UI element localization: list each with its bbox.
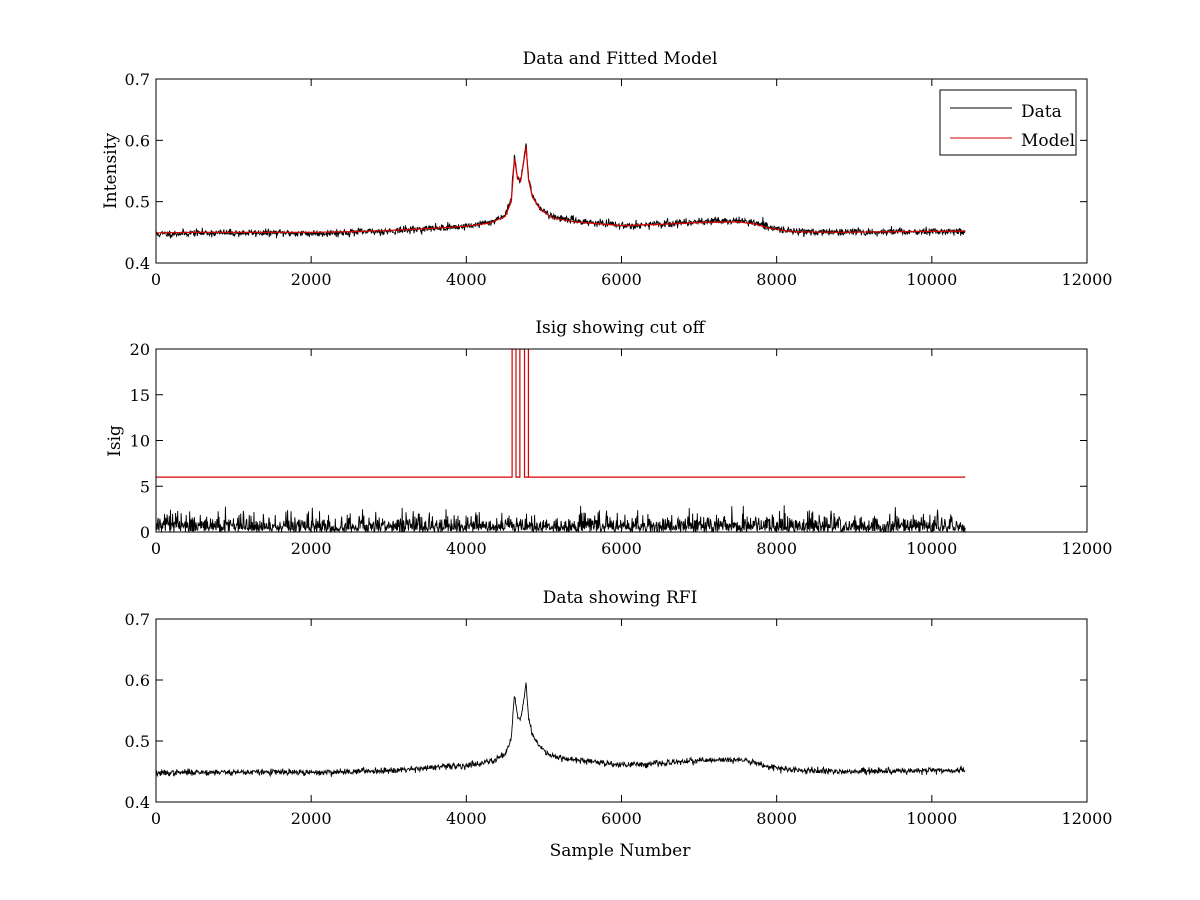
panel1-legend: Data Model bbox=[939, 89, 1077, 156]
panel2-ytick-label: 5 bbox=[140, 477, 150, 496]
panel2-xtick-label: 12000 bbox=[1062, 539, 1113, 558]
panel2-xtick-label: 10000 bbox=[906, 539, 957, 558]
panel-data-showing-rfi: Data showing RFI Sample Number 0 2000 4000… bbox=[125, 588, 1113, 861]
panel3-series-group bbox=[156, 682, 966, 778]
panel2-xtick-label: 0 bbox=[151, 539, 161, 558]
panel2-series-isig bbox=[156, 505, 966, 532]
panel1-xtick-label: 4000 bbox=[446, 270, 487, 289]
panel3-plot-area: 0 2000 4000 6000 8000 10000 12000 0.4 0.5 0.6 0.7 bbox=[125, 610, 1113, 828]
panel-data-and-fitted-model: Data and Fitted Model Intensity 0 2000 400… bbox=[101, 49, 1112, 289]
panel2-ytick-label: 0 bbox=[140, 523, 150, 542]
panel3-xtick-label: 6000 bbox=[601, 809, 642, 828]
panel3-ytick-label: 0.6 bbox=[125, 671, 150, 690]
panel1-series-data bbox=[156, 143, 966, 239]
panel3-xtick-label: 12000 bbox=[1062, 809, 1113, 828]
panel2-title: Isig showing cut off bbox=[535, 318, 706, 338]
panel3-xtick-label: 2000 bbox=[291, 809, 332, 828]
panel1-plot-area: 0 2000 4000 6000 8000 10000 12000 0.4 0.5 0.6 0.7 bbox=[125, 70, 1113, 289]
panel2-plot-area: 0 2000 4000 6000 8000 10000 12000 0 5 10 15 20 bbox=[130, 340, 1113, 558]
panel1-xtick-label: 12000 bbox=[1062, 270, 1113, 289]
panel2-series-group bbox=[156, 349, 966, 532]
panel2-xtick-label: 2000 bbox=[291, 539, 332, 558]
panel1-xtick-label: 6000 bbox=[601, 270, 642, 289]
panel3-ytick-label: 0.7 bbox=[125, 610, 150, 629]
panel3-xtick-label: 8000 bbox=[756, 809, 797, 828]
panel3-xtick-label: 10000 bbox=[906, 809, 957, 828]
panel2-ytick-label: 15 bbox=[130, 386, 150, 405]
panel1-ylabel: Intensity bbox=[101, 133, 121, 209]
panel1-title: Data and Fitted Model bbox=[523, 49, 718, 69]
panel3-axes-background bbox=[156, 619, 1087, 802]
panel2-xtick-label: 8000 bbox=[756, 539, 797, 558]
panel1-ytick-label: 0.5 bbox=[125, 193, 150, 212]
panel1-ytick-label: 0.7 bbox=[125, 70, 150, 89]
panel3-xtick-label: 0 bbox=[151, 809, 161, 828]
panel3-series-data bbox=[156, 682, 966, 778]
panel1-xtick-label: 10000 bbox=[906, 270, 957, 289]
legend-data-label: Data bbox=[1021, 102, 1062, 122]
panel2-ylabel: Isig bbox=[105, 425, 125, 457]
panel3-xlabel: Sample Number bbox=[550, 841, 692, 861]
legend-box bbox=[939, 89, 1077, 156]
panel2-xtick-label: 4000 bbox=[446, 539, 487, 558]
panel1-ytick-label: 0.4 bbox=[125, 254, 150, 273]
panel2-xtick-label: 6000 bbox=[601, 539, 642, 558]
panel3-ytick-label: 0.4 bbox=[125, 793, 150, 812]
panel2-ytick-label: 20 bbox=[130, 340, 150, 359]
panel2-ytick-label: 10 bbox=[130, 432, 150, 451]
panel1-xtick-label: 2000 bbox=[291, 270, 332, 289]
panel1-ytick-label: 0.6 bbox=[125, 131, 150, 150]
panel1-series-group bbox=[156, 143, 966, 239]
panel2-axes-background bbox=[156, 349, 1087, 532]
panel3-xtick-label: 4000 bbox=[446, 809, 487, 828]
panel3-title: Data showing RFI bbox=[543, 588, 698, 608]
panel-isig-showing-cut-off: Isig showing cut off Isig 0 2000 4000 6000 8… bbox=[105, 318, 1112, 558]
panel1-xtick-label: 8000 bbox=[756, 270, 797, 289]
legend-model-label: Model bbox=[1021, 131, 1075, 151]
panel3-ytick-label: 0.5 bbox=[125, 732, 150, 751]
panel1-xtick-label: 0 bbox=[151, 270, 161, 289]
panel1-series-model bbox=[156, 146, 966, 234]
